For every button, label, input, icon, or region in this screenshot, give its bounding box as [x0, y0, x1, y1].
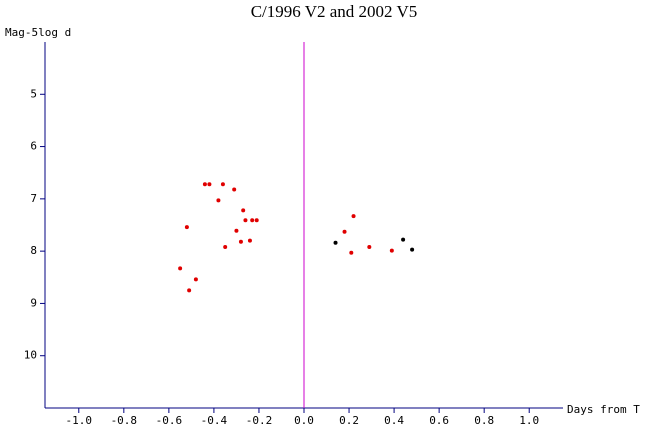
point	[207, 182, 212, 187]
point	[389, 248, 394, 253]
point	[333, 240, 338, 245]
point	[243, 218, 248, 223]
x-tick-label: 0.4	[384, 414, 404, 427]
y-axis-label: Mag-5log d	[5, 26, 71, 39]
point	[247, 238, 252, 243]
point	[351, 214, 356, 219]
x-tick-label: -1.0	[66, 414, 93, 427]
point	[349, 250, 354, 255]
point	[254, 218, 259, 223]
y-tick-label: 10	[24, 349, 37, 362]
point	[410, 247, 415, 252]
point	[367, 244, 372, 249]
y-tick-label: 8	[30, 244, 37, 257]
point	[241, 208, 246, 213]
x-tick-label: -0.6	[156, 414, 183, 427]
point	[216, 198, 221, 203]
y-tick-label: 5	[30, 87, 37, 100]
x-tick-label: 0.8	[474, 414, 494, 427]
point	[193, 277, 198, 282]
point	[342, 229, 347, 234]
point	[232, 187, 237, 192]
point	[220, 182, 225, 187]
x-tick-label: 1.0	[519, 414, 539, 427]
x-tick-label: -0.8	[111, 414, 138, 427]
x-tick-label: -0.4	[201, 414, 228, 427]
y-tick-label: 9	[30, 296, 37, 309]
point	[401, 237, 406, 242]
point	[238, 239, 243, 244]
y-tick-label: 6	[30, 140, 37, 153]
point	[187, 288, 192, 293]
point	[223, 244, 228, 249]
point	[184, 225, 189, 230]
point	[250, 218, 255, 223]
x-tick-label: -0.2	[246, 414, 273, 427]
point	[178, 266, 183, 271]
x-tick-label: 0.6	[429, 414, 449, 427]
y-tick-label: 7	[30, 192, 37, 205]
x-axis-label: Days from T	[567, 403, 640, 416]
point	[202, 182, 207, 187]
chart-title: C/1996 V2 and 2002 V5	[251, 2, 418, 21]
point	[234, 228, 239, 233]
x-tick-label: 0.0	[294, 414, 314, 427]
x-tick-label: 0.2	[339, 414, 359, 427]
